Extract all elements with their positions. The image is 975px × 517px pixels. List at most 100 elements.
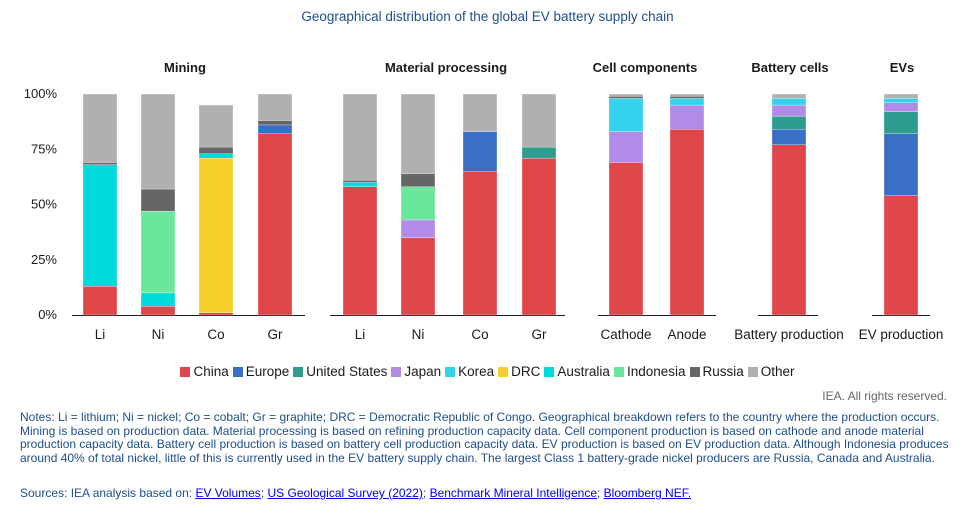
- category-label: Li: [355, 327, 366, 342]
- bar-segment-mining-li-russia: [82, 162, 118, 165]
- legend-label: Russia: [702, 364, 744, 379]
- source-link-ev-volumes[interactable]: EV Volumes: [195, 486, 261, 500]
- group-title-evs: EVs: [890, 60, 915, 75]
- bar-segment-cell-components-anode-china: [669, 129, 705, 316]
- legend-swatch: [293, 366, 304, 377]
- copyright-credit: IEA. All rights reserved.: [822, 389, 947, 403]
- legend-item-united-states: United States: [293, 364, 387, 379]
- legend-label: United States: [306, 364, 388, 379]
- group-title-material-processing: Material processing: [385, 60, 507, 75]
- chart-legend: China Europe United States Japan Korea DRC Aus…: [0, 364, 975, 380]
- bar-segment-material-processing-li-russia: [342, 180, 378, 183]
- bar-segment-mining-ni-australia: [140, 292, 176, 307]
- bar-segment-mining-gr-europe: [257, 124, 293, 134]
- bar-segment-mining-ni-china: [140, 306, 176, 316]
- chart-notes: Notes: Li = lithium; Ni = nickel; Co = c…: [20, 410, 949, 465]
- bar-segment-material-processing-co-china: [462, 171, 498, 316]
- legend-item-china: China: [180, 364, 229, 379]
- legend-label: Europe: [245, 364, 290, 379]
- group-title-mining: Mining: [164, 60, 206, 75]
- bar-segment-mining-co-drc: [198, 157, 234, 313]
- legend-item-drc: DRC: [498, 364, 540, 379]
- legend-item-australia: Australia: [544, 364, 610, 379]
- bar-segment-material-processing-gr-united-states: [521, 146, 557, 159]
- y-tick-label: 0%: [38, 307, 57, 322]
- legend-item-japan: Japan: [391, 364, 441, 379]
- source-link-usgs[interactable]: US Geological Survey (2022): [267, 486, 423, 500]
- bar-segment-mining-ni-russia: [140, 188, 176, 212]
- group-title-cell-components: Cell components: [593, 60, 698, 75]
- bar-segment-cell-components-anode-russia: [669, 96, 705, 99]
- bar-segment-battery-cells-battery-production-korea: [771, 98, 807, 106]
- legend-swatch: [613, 366, 624, 377]
- bar-segment-evs-ev-production-japan: [883, 102, 919, 112]
- bar-segment-evs-ev-production-united-states: [883, 111, 919, 134]
- legend-label: DRC: [511, 364, 541, 379]
- category-label: Battery production: [734, 327, 844, 342]
- bar-segment-material-processing-gr-other: [521, 93, 557, 148]
- bar-segment-mining-li-australia: [82, 164, 118, 287]
- legend-swatch: [232, 366, 243, 377]
- y-tick-label: 25%: [31, 252, 57, 267]
- stacked-bar-chart: 0% 25% 50% 75% 100% Mining Li Ni Co Gr Material pr…: [24, 60, 944, 342]
- bar-segment-material-processing-gr-china: [521, 157, 557, 316]
- bar-segment-material-processing-li-china: [342, 186, 378, 316]
- bar-segment-material-processing-li-other: [342, 93, 378, 181]
- bar-segment-battery-cells-battery-production-japan: [771, 104, 807, 117]
- y-tick-label: 50%: [31, 197, 57, 212]
- bar-segment-mining-co-russia: [198, 146, 234, 154]
- bar-segment-battery-cells-battery-production-china: [771, 144, 807, 316]
- bar-segment-mining-ni-indonesia: [140, 210, 176, 294]
- source-link-benchmark[interactable]: Benchmark Mineral Intelligence: [429, 486, 597, 500]
- bar-segment-evs-ev-production-europe: [883, 133, 919, 196]
- legend-swatch: [544, 366, 555, 377]
- bar-segment-material-processing-ni-china: [400, 237, 436, 316]
- bar-segment-mining-ni-other: [140, 93, 176, 190]
- bar-segment-cell-components-anode-other: [669, 93, 705, 97]
- legend-label: Korea: [458, 364, 495, 379]
- bar-segment-cell-components-anode-japan: [669, 104, 705, 130]
- legend-item-russia: Russia: [689, 364, 744, 379]
- legend-label: Indonesia: [626, 364, 686, 379]
- legend-item-indonesia: Indonesia: [613, 364, 686, 379]
- legend-swatch: [689, 366, 700, 377]
- bar-segment-cell-components-cathode-other: [608, 93, 644, 97]
- bar-segment-cell-components-cathode-japan: [608, 131, 644, 163]
- bar-segment-battery-cells-battery-production-europe: [771, 129, 807, 145]
- bar-segment-mining-li-other: [82, 93, 118, 163]
- bar-segment-mining-co-australia: [198, 153, 234, 159]
- category-label: EV production: [859, 327, 944, 342]
- bar-segment-material-processing-ni-japan: [400, 219, 436, 238]
- category-label: Cathode: [600, 327, 651, 342]
- category-label: Gr: [268, 327, 284, 342]
- source-link-bnef[interactable]: Bloomberg NEF.: [603, 486, 692, 500]
- y-tick-label: 100%: [24, 86, 58, 101]
- bar-segment-evs-ev-production-china: [883, 195, 919, 316]
- bar-segment-mining-gr-russia: [257, 120, 293, 126]
- bar-segment-material-processing-ni-indonesia: [400, 186, 436, 221]
- bar-segment-material-processing-ni-russia: [400, 173, 436, 187]
- bar-segment-cell-components-cathode-korea: [608, 98, 644, 132]
- legend-swatch: [445, 366, 456, 377]
- legend-swatch: [391, 366, 402, 377]
- chart-title: Geographical distribution of the global …: [301, 9, 674, 24]
- legend-label: Other: [760, 364, 795, 379]
- bar-segment-material-processing-co-europe: [462, 131, 498, 172]
- category-label: Ni: [152, 327, 165, 342]
- category-label: Co: [207, 327, 224, 342]
- bar-segment-cell-components-anode-korea: [669, 98, 705, 106]
- category-label: Ni: [412, 327, 425, 342]
- bar-segment-cell-components-cathode-china: [608, 162, 644, 316]
- legend-label: Australia: [557, 364, 610, 379]
- bar-segment-mining-li-china: [82, 286, 118, 316]
- category-label: Gr: [532, 327, 548, 342]
- chart-sources: Sources: IEA analysis based on: EV Volum…: [20, 486, 692, 500]
- bar-segment-battery-cells-battery-production-united-states: [771, 115, 807, 130]
- legend-swatch: [747, 366, 758, 377]
- legend-item-other: Other: [747, 364, 795, 379]
- legend-swatch: [180, 366, 191, 377]
- group-title-battery-cells: Battery cells: [751, 60, 828, 75]
- category-label: Anode: [667, 327, 706, 342]
- bar-segment-mining-gr-other: [257, 93, 293, 121]
- y-tick-label: 75%: [31, 141, 57, 156]
